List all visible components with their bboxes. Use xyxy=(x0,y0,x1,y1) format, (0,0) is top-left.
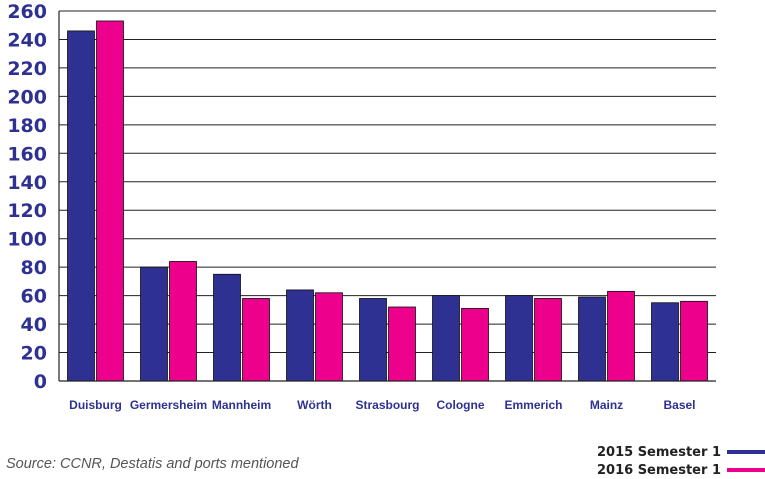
y-tick-label: 100 xyxy=(7,229,47,251)
bar-germersheim-2015 xyxy=(140,266,168,382)
bar-emmerich-2015 xyxy=(505,295,533,382)
y-tick-label: 220 xyxy=(7,58,47,80)
y-tick-label: 120 xyxy=(7,200,47,222)
category-labels: Duisburg Germersheim Mannheim Wörth Strasbou… xyxy=(69,398,695,412)
bar-basel-2016 xyxy=(680,300,708,382)
category-label: Emmerich xyxy=(504,398,562,412)
bar-strasbourg-2016 xyxy=(388,306,416,382)
category-label: Mainz xyxy=(590,398,623,412)
y-tick-label: 200 xyxy=(7,86,47,108)
bar-strasbourg-2015 xyxy=(359,298,387,382)
bar-cologne-2015 xyxy=(432,295,460,382)
category-label: Germersheim xyxy=(130,398,207,412)
bars xyxy=(67,20,708,382)
y-tick-label: 260 xyxy=(7,1,47,23)
y-tick-label: 0 xyxy=(34,371,47,393)
y-tick-label: 240 xyxy=(7,29,47,51)
bar-germersheim-2016 xyxy=(169,261,197,382)
y-tick-label: 60 xyxy=(21,286,47,308)
bar-basel-2015 xyxy=(651,302,679,382)
bar-wörth-2015 xyxy=(286,289,314,382)
y-tick-label: 40 xyxy=(21,314,47,336)
bar-mainz-2015 xyxy=(578,296,606,382)
legend-swatch-2016 xyxy=(727,468,765,472)
category-label: Duisburg xyxy=(69,398,122,412)
legend-label-2015: 2015 Semester 1 xyxy=(596,444,721,460)
bar-duisburg-2016 xyxy=(96,20,124,382)
bar-emmerich-2016 xyxy=(534,298,562,382)
legend-label-2016: 2016 Semester 1 xyxy=(596,462,721,478)
category-label: Strasbourg xyxy=(355,398,419,412)
y-tick-label: 160 xyxy=(7,143,47,165)
legend: 2015 Semester 1 2016 Semester 1 xyxy=(535,443,765,479)
bar-chart: 0 20 40 60 80 100 120 140 160 180 200 220 240 260 Dui… xyxy=(7,1,716,412)
y-tick-label: 180 xyxy=(7,115,47,137)
y-tick-label: 20 xyxy=(21,343,47,365)
category-label: Cologne xyxy=(437,398,485,412)
bar-mannheim-2016 xyxy=(242,298,270,382)
legend-swatch-2015 xyxy=(727,450,765,454)
bar-mannheim-2015 xyxy=(213,273,241,382)
bar-duisburg-2015 xyxy=(67,30,95,382)
category-label: Mannheim xyxy=(212,398,271,412)
bar-mainz-2016 xyxy=(607,290,635,382)
legend-item-2015: 2015 Semester 1 xyxy=(535,443,765,461)
bar-wörth-2016 xyxy=(315,292,343,382)
legend-item-2016: 2016 Semester 1 xyxy=(535,461,765,479)
source-note: Source: CCNR, Destatis and ports mention… xyxy=(6,456,299,472)
y-tick-label: 80 xyxy=(21,257,47,279)
y-tick-labels: 0 20 40 60 80 100 120 140 160 180 200 220 240 260 xyxy=(7,1,47,393)
y-tick-label: 140 xyxy=(7,172,47,194)
gridlines xyxy=(59,10,716,354)
category-label: Basel xyxy=(663,398,695,412)
bar-cologne-2016 xyxy=(461,308,489,382)
category-label: Wörth xyxy=(297,398,332,412)
